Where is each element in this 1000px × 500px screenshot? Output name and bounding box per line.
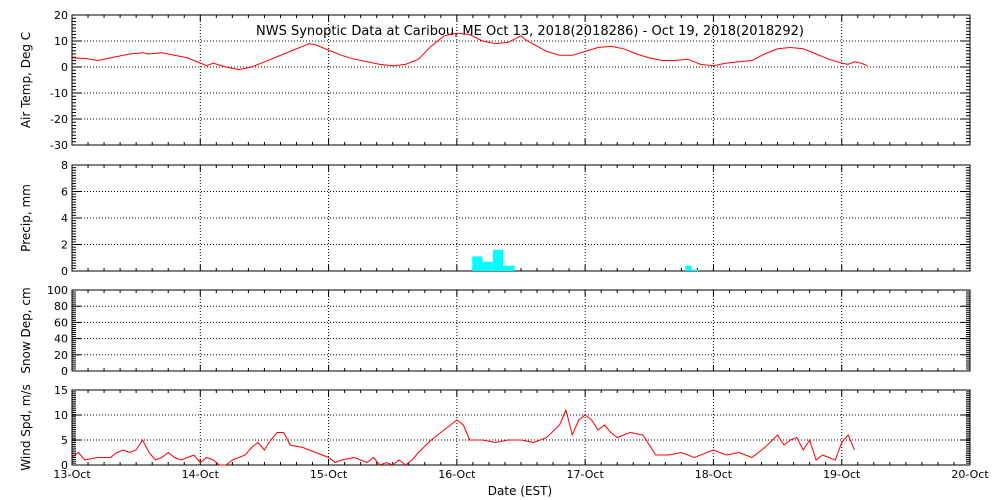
- x-tick-label: 17-Oct: [566, 468, 604, 481]
- x-tick-label: 15-Oct: [310, 468, 348, 481]
- y-tick-label: 10: [54, 35, 68, 48]
- y-tick-label: 0: [61, 459, 68, 472]
- y-axis-label: Wind Spd, m/s: [19, 384, 33, 470]
- series-line: [71, 32, 868, 71]
- precip-bar: [472, 256, 483, 271]
- y-tick-label: 60: [54, 316, 68, 329]
- series-line: [71, 408, 855, 466]
- y-tick-label: 15: [54, 384, 68, 397]
- y-tick-label: 4: [61, 212, 68, 225]
- y-tick-label: 5: [61, 434, 68, 447]
- y-axis-label: Precip, mm: [19, 184, 33, 252]
- y-tick-label: 8: [61, 159, 68, 172]
- y-axis-label: Air Temp, Deg C: [19, 32, 33, 128]
- chart-title: NWS Synoptic Data at Caribou, ME Oct 13,…: [256, 24, 804, 39]
- y-tick-label: 20: [54, 9, 68, 22]
- precip-bar: [685, 265, 692, 271]
- y-tick-label: 80: [54, 300, 68, 313]
- y-tick-label: 2: [61, 239, 68, 252]
- precip-bar: [503, 265, 515, 271]
- x-tick-label: 13-Oct: [53, 468, 91, 481]
- precip-bar: [492, 249, 504, 271]
- y-tick-label: -20: [50, 113, 68, 126]
- y-tick-label: 0: [61, 365, 68, 378]
- y-tick-label: 10: [54, 409, 68, 422]
- plot-frame: [71, 164, 971, 272]
- y-axis-label: Snow Dep, cm: [19, 287, 33, 373]
- x-tick-label: 16-Oct: [438, 468, 476, 481]
- y-tick-label: 20: [54, 349, 68, 362]
- y-tick-label: -30: [50, 139, 68, 152]
- panel-air-temp: -30 -20 -10 0 10 20 Air Temp, Deg C: [19, 9, 971, 152]
- y-tick-label: 0: [61, 61, 68, 74]
- y-tick-label: -10: [50, 87, 68, 100]
- plot-frame: [71, 389, 971, 466]
- y-tick-label: 40: [54, 333, 68, 346]
- x-tick-label: 14-Oct: [182, 468, 220, 481]
- precip-bar: [691, 269, 699, 271]
- y-tick-label: 100: [47, 284, 68, 297]
- x-tick-label: 18-Oct: [695, 468, 733, 481]
- y-tick-label: 6: [61, 186, 68, 199]
- x-tick-label: 19-Oct: [823, 468, 861, 481]
- x-tick-label: 20-Oct: [951, 468, 989, 481]
- panel-precip: 0 2 4 6 8 Precip, mm: [19, 159, 971, 278]
- plot-frame: [71, 289, 971, 372]
- y-tick-label: 0: [61, 265, 68, 278]
- precip-bar: [482, 261, 493, 271]
- panel-snow-depth: 0 20 40 60 80 100 Snow Dep, cm: [19, 284, 971, 378]
- x-axis-label: Date (EST): [488, 484, 552, 498]
- panel-wind-speed: 0 5 10 15 Wind Spd, m/s 13-Oct 14-Oct 15-Oct 16-…: [19, 384, 989, 481]
